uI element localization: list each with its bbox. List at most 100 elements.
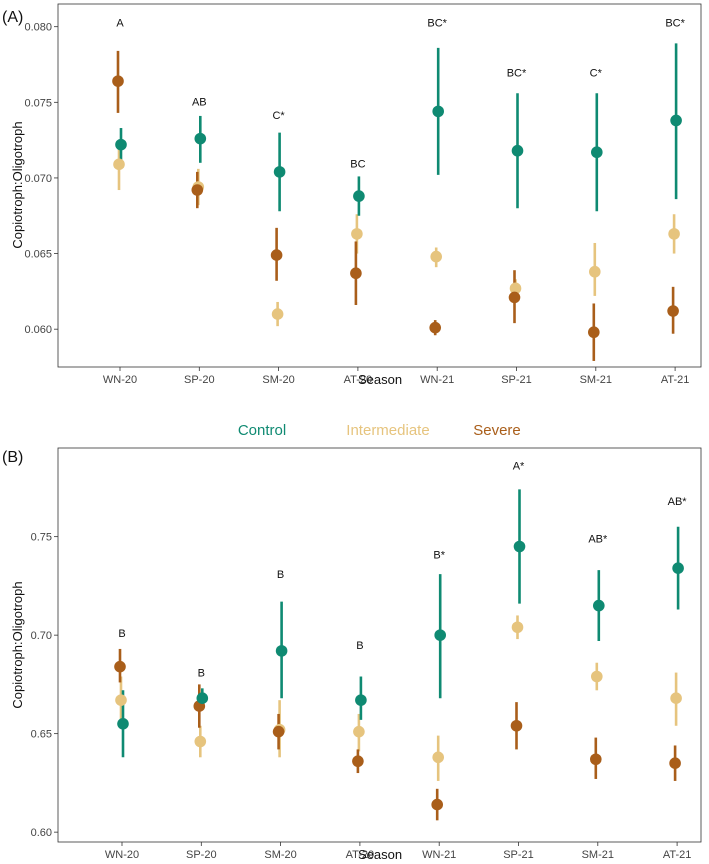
panel-b-point-intermediate [353,725,365,738]
panel-a-point-control [511,144,524,157]
panel-b-point-control [513,540,526,553]
panel-a-significance-label: BC* [427,18,447,30]
panel-a-point-intermediate [351,228,363,240]
panel-b-x-tick-label: WN-21 [422,849,456,861]
panel-b-significance-label: AB* [668,496,688,508]
panel-b-x-tick-label: AT-20 [346,849,375,861]
panel-b-point-intermediate [432,751,445,764]
panel-a-significance-label: BC* [665,18,685,30]
legend-control: Control [238,422,286,439]
panel-a-point-severe [270,249,283,261]
panel-b-x-tick-label: WN-20 [105,849,139,861]
panel-b-point-severe [272,725,285,738]
panel-a-point-control [273,166,286,178]
panel-a-point-severe [429,321,442,334]
panel-a-significance-label: C* [272,110,285,122]
panel-a-significance-label: A [116,18,124,30]
panel-b-significance-label: B [198,668,205,680]
panel-a-point-intermediate [509,282,522,295]
panel-b-significance-label: B [277,569,284,581]
panel-b-point-severe [669,757,681,769]
panel-a-point-severe [350,267,362,280]
panel-a-point-control [194,132,207,145]
panel-b-frame [57,447,702,843]
panel-b-point-intermediate [670,692,682,704]
panel-b-point-control [593,599,605,612]
panel-a-x-tick-label: WN-21 [420,374,454,386]
panel-a-point-control [670,114,682,127]
panel-b-point-intermediate [511,621,524,634]
panel-b-significance-label: B [356,640,363,652]
panel-a-y-tick-label: 0.065 [24,249,52,261]
panel-b-point-control [275,645,288,657]
legend-intermediate: Intermediate [346,422,429,439]
panel-b-x-tick-label: SP-20 [186,849,217,861]
legend: Control Intermediate Severe [238,422,521,439]
panel-a-significance-label: C* [590,68,603,80]
panel-a-y-axis: 0.060 0.065 0.070 0.075 0.080 [24,22,58,336]
panel-b-point-control [355,694,367,706]
panel-b-significance-label: B* [433,549,445,561]
panel-a: (A) 0.060 0.065 0.070 0.075 0.080 WN-20 SP-20… [2,3,702,387]
panel-a-point-severe [508,291,521,304]
panel-a-frame [57,3,702,368]
panel-a-y-tick-label: 0.070 [24,173,52,185]
panel-a-x-tick-label: WN-20 [103,374,137,386]
panel-a-point-intermediate [430,250,443,263]
panel-a-point-control [115,138,127,151]
panel-b-significance-label: A* [513,461,525,473]
panel-a-significance-label: BC* [507,68,527,80]
panel-a-marks [112,43,682,361]
panel-a-x-tick-label: SM-20 [262,374,294,386]
panel-b-y-tick-label: 0.65 [31,729,52,741]
panel-b-point-intermediate [115,694,127,706]
panel-b-marks [114,489,684,821]
panel-a-significance-label: BC [350,158,365,170]
panel-a-x-tick-label: AT-20 [344,374,373,386]
panel-a-point-control [353,190,365,202]
panel-a-y-tick-label: 0.080 [24,22,52,34]
panel-b-point-severe [114,660,126,673]
panel-b-significance-label: B [118,628,125,640]
panel-b-y-tick-label: 0.70 [31,630,52,642]
panel-b-x-axis: WN-20 SP-20 SM-20 AT-20 WN-21 SP-21 SM-21 AT-21 [105,842,691,861]
panel-a-x-tick-label: SP-21 [501,374,532,386]
panel-a-x-tick-label: SM-21 [580,374,612,386]
panel-a-annotations: A AB C* BC BC* BC* C* BC* [116,18,685,171]
panel-b-point-intermediate [194,735,207,748]
panel-b-significance-label: AB* [588,534,608,546]
panel-b-x-tick-label: SM-20 [264,849,296,861]
panel-a-point-intermediate [113,158,125,171]
panel-b-point-severe [590,753,602,766]
panel-b-point-control [196,692,209,704]
panel-a-point-severe [588,326,600,339]
panel-a-x-axis: WN-20 SP-20 SM-20 AT-20 WN-21 SP-21 SM-21 AT-21 [103,367,689,386]
panel-b-y-tick-label: 0.75 [31,532,52,544]
panel-b-x-tick-label: SP-21 [503,849,534,861]
panel-a-point-severe [112,75,124,87]
panel-b-label: (B) [2,449,23,466]
panel-a-y-title: Copiotroph:Oligotroph [10,121,25,248]
panel-b-x-tick-label: SM-21 [582,849,614,861]
legend-severe: Severe [473,422,521,439]
panel-a-label: (A) [2,9,23,26]
panel-a-point-control [591,146,603,159]
panel-b-y-axis: 0.60 0.65 0.70 0.75 [31,532,58,839]
panel-a-point-intermediate [589,265,601,278]
panel-b-point-severe [510,719,523,732]
panel-b-annotations: B B B B B* A* AB* AB* [118,461,687,680]
panel-a-significance-label: AB [192,96,207,108]
panel-b-x-tick-label: AT-21 [663,849,692,861]
panel-a-x-tick-label: AT-21 [661,374,690,386]
panel-b-point-control [117,718,129,730]
panel-a-y-tick-label: 0.060 [24,324,52,336]
panel-a-point-intermediate [668,228,680,240]
panel-b-point-severe [352,755,364,768]
panel-b-point-severe [431,798,444,811]
panel-a-y-tick-label: 0.075 [24,97,52,109]
panel-a-x-title: Season [358,372,402,387]
panel-a-x-tick-label: SP-20 [184,374,215,386]
panel-a-point-intermediate [271,308,284,320]
panel-b-x-title: Season [358,847,402,862]
